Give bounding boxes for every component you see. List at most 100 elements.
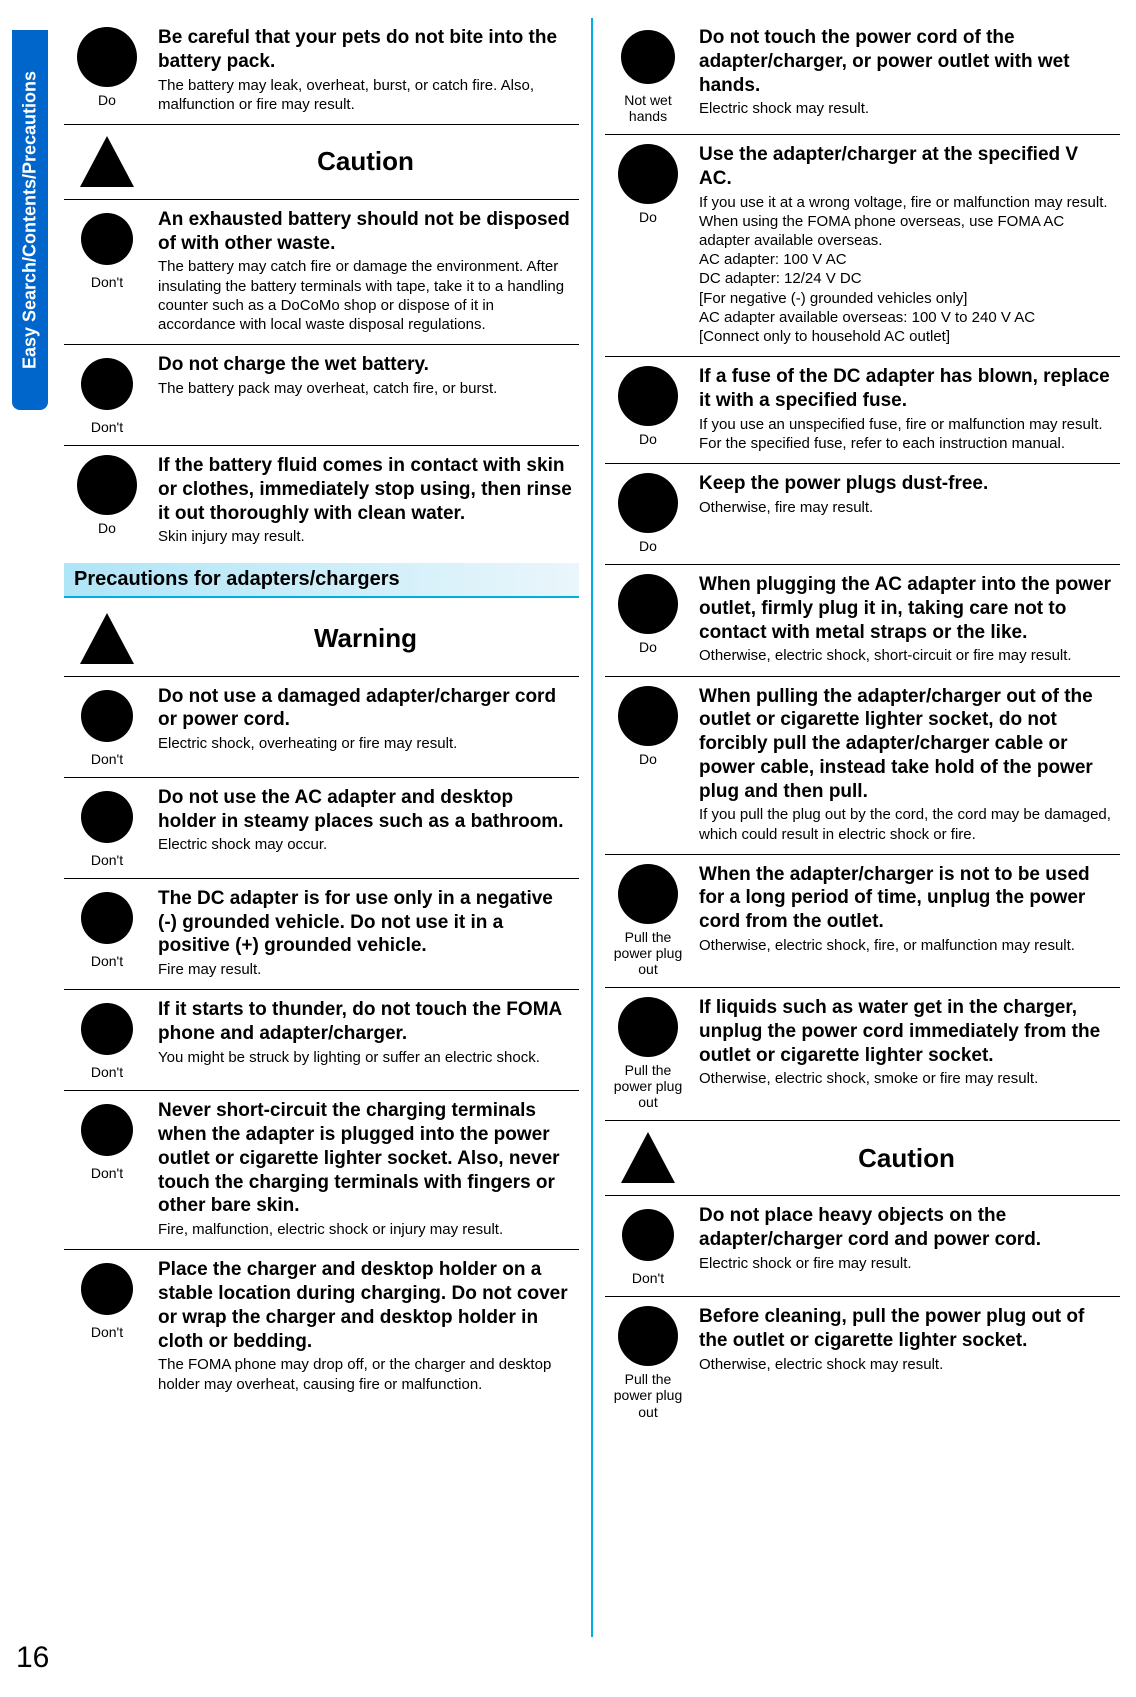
icon-caption: Don't [91,953,123,969]
warn-icon [76,131,138,193]
icon-caption: Don't [91,852,123,868]
entry-body: Otherwise, electric shock, fire, or malf… [699,936,1114,955]
entry-text: Do not touch the power cord of the adapt… [699,26,1114,118]
warning-heading: Warning [64,602,579,677]
dont-icon [76,786,138,848]
do-icon [617,573,679,635]
side-tab-label: Easy Search/Contents/Precautions [20,71,41,369]
entry-icon-wrap: Not wethands [611,26,685,124]
entry-title: When plugging the AC adapter into the po… [699,573,1114,644]
warn-icon [76,608,138,670]
icon-caption: Pull thepower plugout [614,1371,683,1419]
icon-caption: Don't [91,1064,123,1080]
entry-icon-wrap: Don't [70,353,144,435]
entry-icon-wrap: Don't [70,887,144,969]
icon-caption: Do [98,520,116,536]
entry-title: The DC adapter is for use only in a nega… [158,887,573,958]
precaution-entry: Pull thepower plugout Before cleaning, p… [605,1297,1120,1429]
entry-icon-wrap: Don't [70,786,144,868]
plug-icon [617,1305,679,1367]
entry-text: If the battery fluid comes in contact wi… [158,454,573,546]
precaution-entry: Don't Do not place heavy objects on the … [605,1196,1120,1297]
do-icon [76,26,138,88]
entry-title: Keep the power plugs dust-free. [699,472,1114,496]
entry-text: Do not use the AC adapter and desktop ho… [158,786,573,855]
precaution-entry: Do When pulling the adapter/charger out … [605,677,1120,855]
dont-icon [76,1099,138,1161]
entry-icon-wrap: Do [611,685,685,767]
do-icon [617,365,679,427]
section-banner: Precautions for adapters/chargers [64,563,579,598]
entry-text: If liquids such as water get in the char… [699,996,1114,1088]
entry-body: The battery may leak, overheat, burst, o… [158,76,573,114]
icon-caption: Don't [91,1165,123,1181]
entry-text: An exhausted battery should not be dispo… [158,208,573,334]
entry-icon-wrap: Don't [70,208,144,290]
entry-body: Otherwise, electric shock may result. [699,1355,1114,1374]
precaution-entry: Don't Do not charge the wet battery. The… [64,345,579,446]
entry-icon-wrap: Do [611,143,685,225]
dont-icon [76,685,138,747]
precaution-entry: Not wethands Do not touch the power cord… [605,18,1120,135]
side-tab: Easy Search/Contents/Precautions [12,30,48,410]
entry-text: If it starts to thunder, do not touch th… [158,998,573,1067]
plug-icon [617,863,679,925]
entry-body: Fire, malfunction, electric shock or inj… [158,1220,573,1239]
entry-body: The battery pack may overheat, catch fir… [158,379,573,398]
precaution-entry: Don't Do not use a damaged adapter/charg… [64,677,579,778]
entry-title: Do not touch the power cord of the adapt… [699,26,1114,97]
entry-body: Electric shock may occur. [158,835,573,854]
column-divider [591,18,593,1637]
precaution-entry: Pull thepower plugout If liquids such as… [605,988,1120,1121]
entry-icon-wrap: Do [611,573,685,655]
warn-icon [617,1127,679,1189]
precaution-entry: Don't Never short-circuit the charging t… [64,1091,579,1250]
entry-title: When pulling the adapter/charger out of … [699,685,1114,804]
entry-title: Be careful that your pets do not bite in… [158,26,573,74]
entry-text: Keep the power plugs dust-free. Otherwis… [699,472,1114,517]
entry-text: Do not charge the wet battery. The batte… [158,353,573,398]
entry-title: Do not use a damaged adapter/charger cor… [158,685,573,733]
entry-icon-wrap: Do [611,365,685,447]
page-number: 16 [16,1641,49,1675]
entry-text: Place the charger and desktop holder on … [158,1258,573,1393]
entry-icon-wrap: Don't [70,685,144,767]
entry-icon-wrap: Don't [611,1204,685,1286]
icon-caption: Do [639,538,657,554]
precaution-entry: Don't The DC adapter is for use only in … [64,879,579,990]
entry-text: If a fuse of the DC adapter has blown, r… [699,365,1114,453]
do-icon [76,454,138,516]
icon-caption: Don't [91,419,123,435]
icon-caption: Don't [632,1270,664,1286]
precaution-entry: Do Use the adapter/charger at the specif… [605,135,1120,357]
icon-caption: Do [98,92,116,108]
icon-caption: Don't [91,751,123,767]
entry-body: Otherwise, electric shock, short-circuit… [699,646,1114,665]
column-left: Do Be careful that your pets do not bite… [64,18,579,1637]
warning-triangle-icon [70,131,144,193]
content-columns: Do Be careful that your pets do not bite… [64,18,1120,1637]
icon-caption: Do [639,639,657,655]
alert-label: Warning [158,623,573,654]
entry-body: Fire may result. [158,960,573,979]
dont-icon [76,887,138,949]
icon-caption: Do [639,751,657,767]
caution-heading: Caution [605,1121,1120,1196]
entry-icon-wrap: Pull thepower plugout [611,1305,685,1419]
entry-icon-wrap: Do [611,472,685,554]
icon-caption: Pull thepower plugout [614,929,683,977]
entry-icon-wrap: Don't [70,1258,144,1340]
entry-text: Never short-circuit the charging termina… [158,1099,573,1239]
entry-body: If you pull the plug out by the cord, th… [699,805,1114,843]
entry-text: Use the adapter/charger at the specified… [699,143,1114,346]
entry-text: When the adapter/charger is not to be us… [699,863,1114,955]
entry-text: When pulling the adapter/charger out of … [699,685,1114,844]
precaution-entry: Don't An exhausted battery should not be… [64,200,579,345]
dont-icon [76,353,138,415]
precaution-entry: Don't If it starts to thunder, do not to… [64,990,579,1091]
entry-title: If liquids such as water get in the char… [699,996,1114,1067]
entry-title: Use the adapter/charger at the specified… [699,143,1114,191]
dont-icon [76,208,138,270]
entry-title: Never short-circuit the charging termina… [158,1099,573,1218]
do-icon [617,472,679,534]
